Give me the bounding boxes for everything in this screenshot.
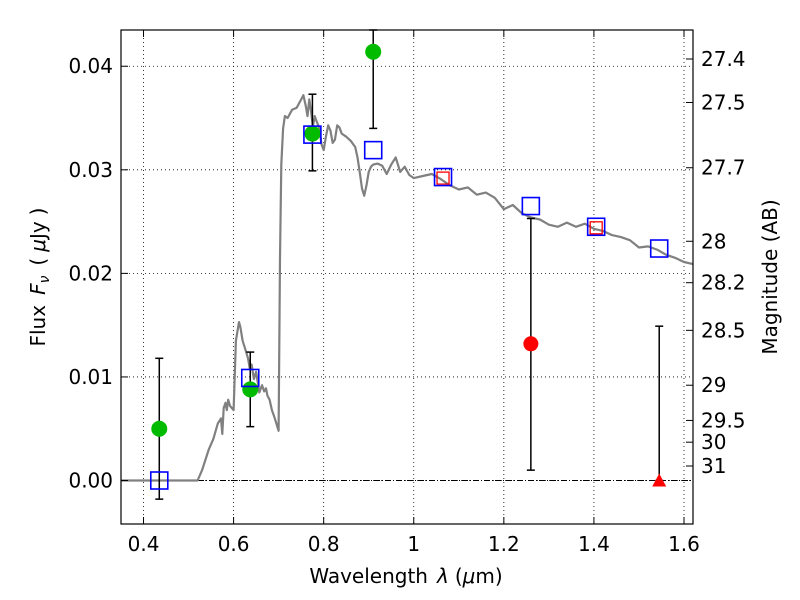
inner-red-box [436, 171, 450, 185]
y-axis-label-f: F [26, 283, 50, 295]
magnitude-tick-label: 29 [701, 373, 726, 397]
magnitude-tick-label: 27.7 [701, 156, 746, 180]
model-photometry-box [433, 167, 453, 187]
y-axis-label: Flux Fν ( μJy) [26, 207, 53, 346]
y-axis-label-close: ) [26, 207, 50, 215]
y-axis-label-unit: Jy [26, 221, 50, 241]
x-tick-label: 0.8 [308, 532, 340, 556]
x-axis-label-open: ( [455, 564, 463, 588]
inner-red-box [589, 221, 603, 235]
plot-background [121, 30, 693, 524]
y-tick-label: 0.00 [68, 469, 113, 493]
model-photometry-box [586, 217, 606, 237]
model-spectrum-line [121, 94, 694, 482]
y-axis-label-mu: μ [26, 239, 50, 253]
tick-layer: 0.4 0.6 0.8 1 1.2 1.4 1.6 0.00 0.01 0.02 0.03 0.04 2… [68, 30, 746, 556]
plot-frame [120, 29, 694, 525]
magnitude-tick-label: 27.4 [701, 47, 746, 71]
magnitude-tick-label: 31 [701, 454, 726, 478]
x-tick-label: 0.6 [218, 532, 250, 556]
observed-detection-point [242, 381, 259, 398]
y-axis-label-nu: ν [37, 275, 53, 283]
y-axis-label-open: ( [26, 258, 50, 266]
x-tick-label: 1 [407, 532, 420, 556]
x-tick-label: 1.2 [488, 532, 520, 556]
observed-detection-point [304, 125, 321, 142]
magnitude-tick-label: 28.5 [701, 318, 746, 342]
observed-red-point [523, 336, 539, 352]
model-photometry-box [149, 471, 169, 490]
x-axis-label: Wavelength λ (μm) [309, 564, 502, 588]
observed-detection-point [365, 43, 382, 60]
y-tick-label: 0.01 [68, 365, 113, 389]
x-axis-label-mu: μ [462, 564, 476, 588]
model-photometry-box [303, 125, 322, 144]
model-photometry-box [649, 239, 669, 258]
y-axis-label-word: Flux [26, 305, 50, 347]
magnitude-tick-label: 29.5 [701, 408, 746, 432]
right-axis-label: Magnitude (AB) [758, 199, 782, 354]
data-layer [121, 29, 694, 500]
x-axis-label-lambda: λ [436, 564, 449, 588]
y-tick-label: 0.02 [68, 261, 113, 285]
observed-detection-point [151, 420, 168, 437]
x-tick-label: 1.4 [578, 532, 610, 556]
x-axis-label-unit: m) [475, 564, 502, 588]
x-tick-label: 0.4 [128, 532, 160, 556]
magnitude-tick-label: 28.2 [701, 271, 746, 295]
magnitude-tick-label: 30 [701, 430, 726, 454]
y-tick-label: 0.04 [68, 54, 113, 78]
magnitude-tick-label: 27.5 [701, 90, 746, 114]
model-photometry-box [240, 368, 260, 388]
model-photometry-box [521, 196, 541, 216]
magnitude-tick-label: 28 [701, 229, 726, 253]
x-tick-label: 1.6 [668, 532, 700, 556]
upper-limit-triangle [652, 473, 667, 487]
model-photometry-box [363, 140, 383, 160]
x-axis-label-word: Wavelength [309, 564, 428, 588]
y-tick-label: 0.03 [68, 158, 113, 182]
